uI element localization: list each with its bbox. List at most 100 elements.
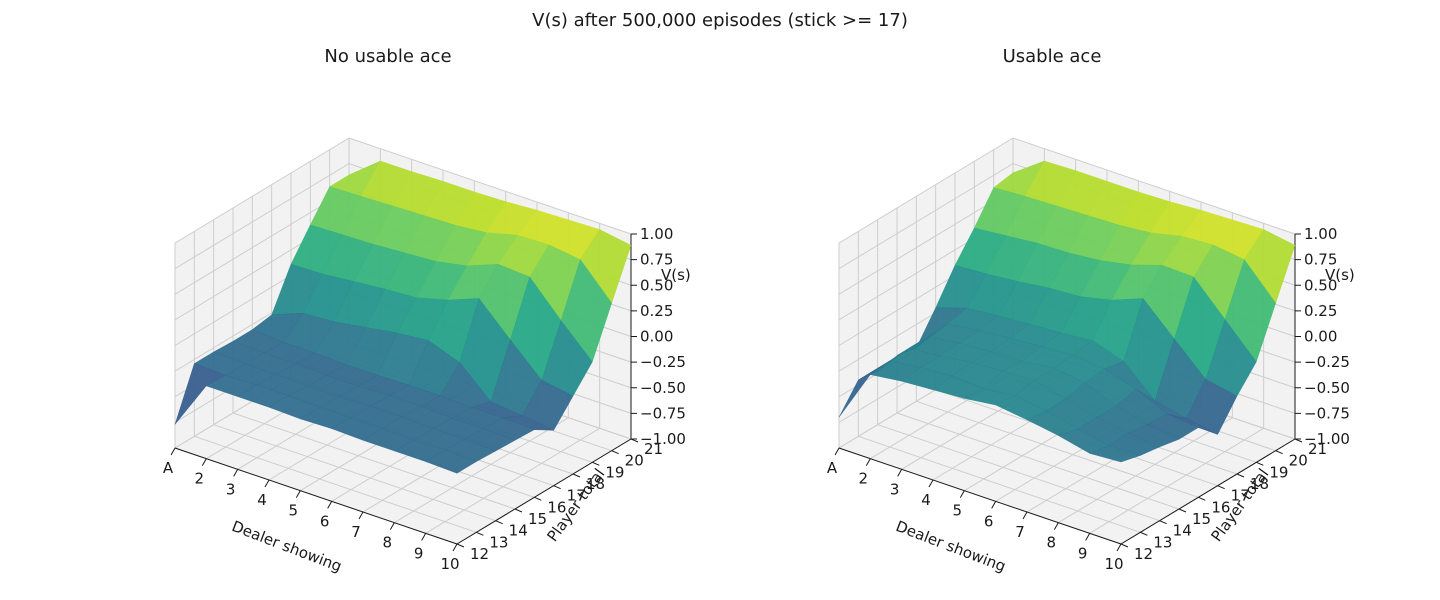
grid-line xyxy=(1089,427,1264,534)
y-tick-label: 14 xyxy=(509,522,528,540)
x-tick-mark xyxy=(897,469,903,477)
grid-line xyxy=(425,427,600,534)
y-tick-label: 13 xyxy=(1153,533,1172,551)
y-tick-label: 12 xyxy=(470,545,489,563)
x-tick-label: 6 xyxy=(984,512,994,530)
y-tick-mark xyxy=(514,508,523,513)
z-tick-label: −0.25 xyxy=(1304,353,1350,371)
x-tick-mark xyxy=(991,501,997,509)
z-tick-label: −0.50 xyxy=(1304,379,1350,397)
y-tick-mark xyxy=(572,473,581,478)
x-tick-label: 4 xyxy=(257,491,267,509)
grid-line xyxy=(174,163,350,270)
x-tick-mark xyxy=(1116,543,1122,552)
grid-line xyxy=(213,424,496,522)
surface-patch xyxy=(1089,445,1141,463)
x-tick-label: 10 xyxy=(1104,555,1123,573)
y-tick-mark xyxy=(553,485,561,490)
z-tick-label: −1.00 xyxy=(640,430,686,448)
x-tick-label: 3 xyxy=(890,480,900,498)
z-tick-label: −1.00 xyxy=(1304,430,1350,448)
x-tick-mark xyxy=(865,458,871,466)
x-tick-mark xyxy=(295,490,301,498)
x-tick-label: A xyxy=(163,459,174,477)
x-tick-label: 6 xyxy=(320,512,330,530)
z-tick-label: 1.00 xyxy=(1304,225,1337,243)
x-tick-mark xyxy=(452,543,458,552)
grid-line xyxy=(916,400,1199,498)
y-tick-mark xyxy=(1120,543,1129,548)
y-tick-label: 17 xyxy=(1231,487,1250,505)
x-tick-mark xyxy=(233,469,239,477)
z-axis-label: V(s) xyxy=(661,266,691,284)
x-tick-label: 9 xyxy=(1078,544,1088,562)
x-tick-label: 7 xyxy=(351,523,361,541)
y-tick-mark xyxy=(456,543,465,548)
axis-line xyxy=(1120,438,1296,545)
x-tick-label: 2 xyxy=(195,470,205,488)
surface-plot xyxy=(838,160,1296,463)
y-tick-label: 21 xyxy=(644,440,663,458)
x-tick-label: 5 xyxy=(289,502,299,520)
grid-line xyxy=(174,137,350,244)
z-tick-label: −0.75 xyxy=(640,404,686,422)
grid-line xyxy=(232,412,516,510)
x-tick-mark xyxy=(421,533,427,541)
grid-line xyxy=(348,137,632,235)
y-tick-label: 21 xyxy=(1308,440,1327,458)
y-tick-mark xyxy=(1178,508,1187,513)
x-tick-mark xyxy=(201,458,207,466)
y-tick-mark xyxy=(534,496,542,501)
x-tick-mark xyxy=(928,479,934,488)
x-tick-label: 3 xyxy=(226,480,236,498)
x-tick-label: A xyxy=(827,459,838,477)
x-tick-mark xyxy=(389,522,395,530)
y-tick-label: 18 xyxy=(586,475,605,493)
surface-patch xyxy=(425,449,477,474)
z-tick-label: 0.00 xyxy=(640,328,673,346)
x-tick-label: 2 xyxy=(859,470,869,488)
y-tick-mark xyxy=(495,520,503,525)
grid-line xyxy=(877,424,1160,522)
y-tick-label: 20 xyxy=(625,452,644,470)
y-tick-label: 12 xyxy=(1134,545,1153,563)
z-tick-label: 0.75 xyxy=(1304,251,1337,269)
y-tick-label: 19 xyxy=(605,463,624,481)
grid-line xyxy=(838,188,1014,295)
x-tick-label: 9 xyxy=(414,544,424,562)
surface-plot xyxy=(174,160,632,474)
panel-title: Usable ace xyxy=(1003,46,1102,67)
y-tick-mark xyxy=(1256,461,1264,466)
grid-line xyxy=(394,417,569,524)
axis-line xyxy=(456,438,632,545)
z-tick-label: 0.00 xyxy=(1304,328,1337,346)
y-tick-label: 15 xyxy=(528,510,547,528)
x-tick-mark xyxy=(834,447,840,456)
z-tick-label: −0.50 xyxy=(640,379,686,397)
y-tick-mark xyxy=(1140,531,1148,536)
x-tick-label: 5 xyxy=(953,502,963,520)
z-tick-label: −0.25 xyxy=(640,353,686,371)
grid-line xyxy=(1012,137,1296,235)
axis-line xyxy=(838,447,1122,545)
grid-line xyxy=(858,435,1141,533)
grid-line xyxy=(838,163,1014,270)
y-tick-mark xyxy=(1236,473,1245,478)
y-tick-label: 17 xyxy=(567,487,586,505)
x-tick-mark xyxy=(1053,522,1059,530)
x-tick-label: 10 xyxy=(440,555,459,573)
panel-title: No usable ace xyxy=(324,46,451,67)
panel-usable-ace: Usable ace A 2 3 4 5 6 7 8 9 10 121314151617181920… xyxy=(827,46,1355,576)
grid-line xyxy=(838,137,1014,244)
x-tick-mark xyxy=(959,490,965,498)
y-tick-mark xyxy=(1275,450,1283,455)
x-tick-mark xyxy=(358,511,364,520)
z-tick-label: 0.50 xyxy=(640,276,673,294)
y-tick-label: 13 xyxy=(489,533,508,551)
x-tick-mark xyxy=(327,501,333,509)
z-tick-label: 0.50 xyxy=(1304,276,1337,294)
z-axis-label: V(s) xyxy=(1325,266,1355,284)
